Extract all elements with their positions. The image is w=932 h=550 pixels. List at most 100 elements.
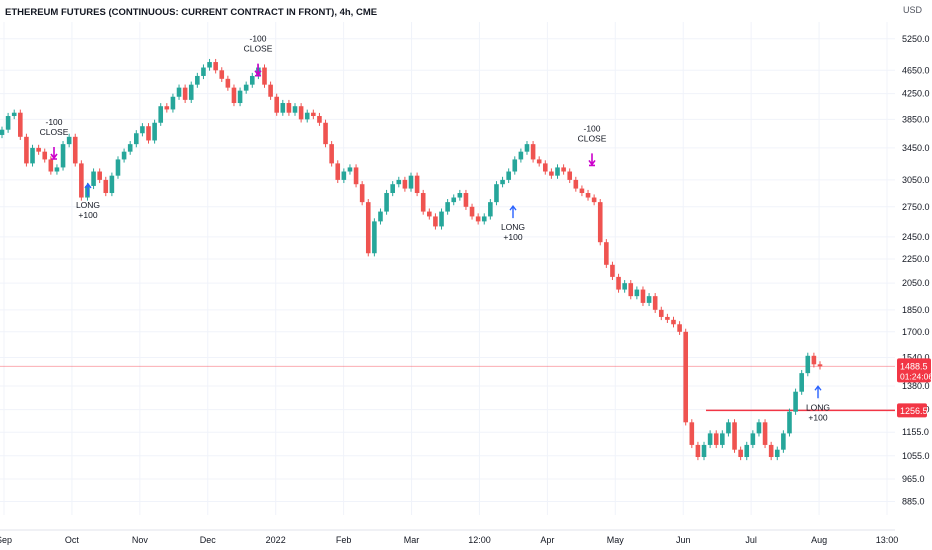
candle-body bbox=[268, 84, 273, 97]
candle-body bbox=[30, 147, 35, 164]
candle-body bbox=[207, 62, 212, 68]
candle-body bbox=[799, 373, 804, 392]
candle-body bbox=[805, 355, 811, 374]
y-tick-label: 965.0 bbox=[902, 474, 925, 484]
candle bbox=[512, 156, 518, 175]
candle bbox=[665, 313, 670, 323]
candle-body bbox=[5, 116, 11, 130]
candle bbox=[262, 64, 267, 88]
candle-body bbox=[60, 144, 66, 168]
candle-body bbox=[372, 221, 377, 254]
y-tick-label: 1380.0 bbox=[902, 381, 930, 391]
candle bbox=[231, 84, 237, 107]
candle bbox=[579, 185, 585, 197]
signal-long: LONG+100 bbox=[806, 385, 830, 422]
candle-body bbox=[317, 116, 322, 123]
candle-body bbox=[738, 449, 743, 458]
candle-body bbox=[292, 106, 298, 113]
y-tick-label: 3850.0 bbox=[902, 114, 930, 124]
signal-text: -100 bbox=[583, 123, 600, 133]
candle-body bbox=[671, 319, 676, 325]
candle-body bbox=[481, 216, 487, 222]
candle bbox=[311, 109, 316, 120]
candle bbox=[146, 123, 151, 144]
candle bbox=[280, 99, 286, 116]
candle bbox=[30, 144, 35, 167]
candle-body bbox=[793, 391, 798, 412]
price-axis[interactable]: 885.0965.01055.01155.01260.01380.01540.0… bbox=[897, 34, 932, 507]
candle-body bbox=[286, 103, 292, 113]
countdown-label: 01:24:06 bbox=[900, 371, 932, 381]
candle-body bbox=[616, 276, 621, 290]
candle bbox=[176, 84, 182, 100]
candle-body bbox=[542, 163, 548, 172]
candle bbox=[359, 181, 365, 206]
candle bbox=[201, 64, 206, 80]
candle-body bbox=[420, 193, 426, 212]
candle bbox=[140, 123, 145, 137]
candle-body bbox=[170, 96, 176, 110]
candle bbox=[713, 430, 719, 449]
candle-body bbox=[506, 171, 511, 180]
candle bbox=[195, 72, 200, 88]
signal-text: -100 bbox=[249, 34, 266, 44]
candle-body bbox=[18, 112, 23, 137]
y-tick-label: 4250.0 bbox=[902, 89, 930, 99]
candle bbox=[768, 441, 774, 461]
candle-body bbox=[359, 184, 365, 203]
candle bbox=[634, 286, 640, 300]
candle bbox=[109, 172, 115, 197]
candle-body bbox=[732, 422, 737, 450]
x-tick-label: Sep bbox=[0, 535, 12, 545]
candle bbox=[604, 239, 609, 268]
candle bbox=[396, 176, 402, 188]
candle-body bbox=[298, 106, 304, 120]
candle-body bbox=[146, 126, 151, 141]
candle bbox=[628, 280, 634, 300]
candle-body bbox=[695, 444, 701, 458]
candle-body bbox=[408, 175, 414, 189]
candle-body bbox=[274, 96, 280, 113]
y-tick-label: 2050.0 bbox=[902, 278, 930, 288]
signal-text: +100 bbox=[503, 232, 522, 242]
candle bbox=[720, 430, 725, 449]
candle bbox=[597, 199, 603, 246]
candle bbox=[408, 172, 414, 192]
candle bbox=[127, 141, 133, 155]
candle bbox=[439, 208, 444, 230]
candle-body bbox=[457, 193, 463, 198]
candle bbox=[48, 156, 54, 175]
candle bbox=[433, 213, 438, 230]
candle-body bbox=[121, 151, 127, 160]
candle-body bbox=[781, 433, 786, 450]
candle-body bbox=[54, 167, 60, 172]
candle bbox=[11, 109, 17, 120]
x-tick-label: 2022 bbox=[266, 535, 286, 545]
candle-body bbox=[677, 324, 682, 332]
candle-body bbox=[219, 70, 225, 79]
candle-body bbox=[536, 159, 542, 164]
candle bbox=[225, 75, 231, 91]
candle-body bbox=[451, 197, 457, 203]
candle bbox=[36, 144, 41, 155]
time-axis[interactable]: Sep Oct Nov Dec 2022 Feb Mar 12:00 Apr May Jun Jul A… bbox=[0, 529, 898, 545]
last-price-label: 1488.5 bbox=[900, 361, 928, 371]
signal-annotations: -100CLOSELONG+100-100CLOSELONG+100-100CL… bbox=[40, 34, 830, 423]
candle bbox=[91, 168, 96, 190]
candle-body bbox=[182, 87, 188, 100]
candle bbox=[707, 430, 713, 449]
candle-body bbox=[622, 283, 627, 290]
y-tick-label: 2450.0 bbox=[902, 232, 930, 242]
candle bbox=[555, 164, 560, 179]
candle-body bbox=[646, 296, 652, 303]
candle bbox=[475, 213, 481, 225]
level-price-tag bbox=[897, 403, 927, 418]
candle-body bbox=[237, 90, 243, 104]
candle-body bbox=[524, 144, 530, 152]
x-tick-label: Aug bbox=[811, 535, 827, 545]
candle bbox=[121, 148, 127, 163]
candle bbox=[384, 189, 389, 215]
